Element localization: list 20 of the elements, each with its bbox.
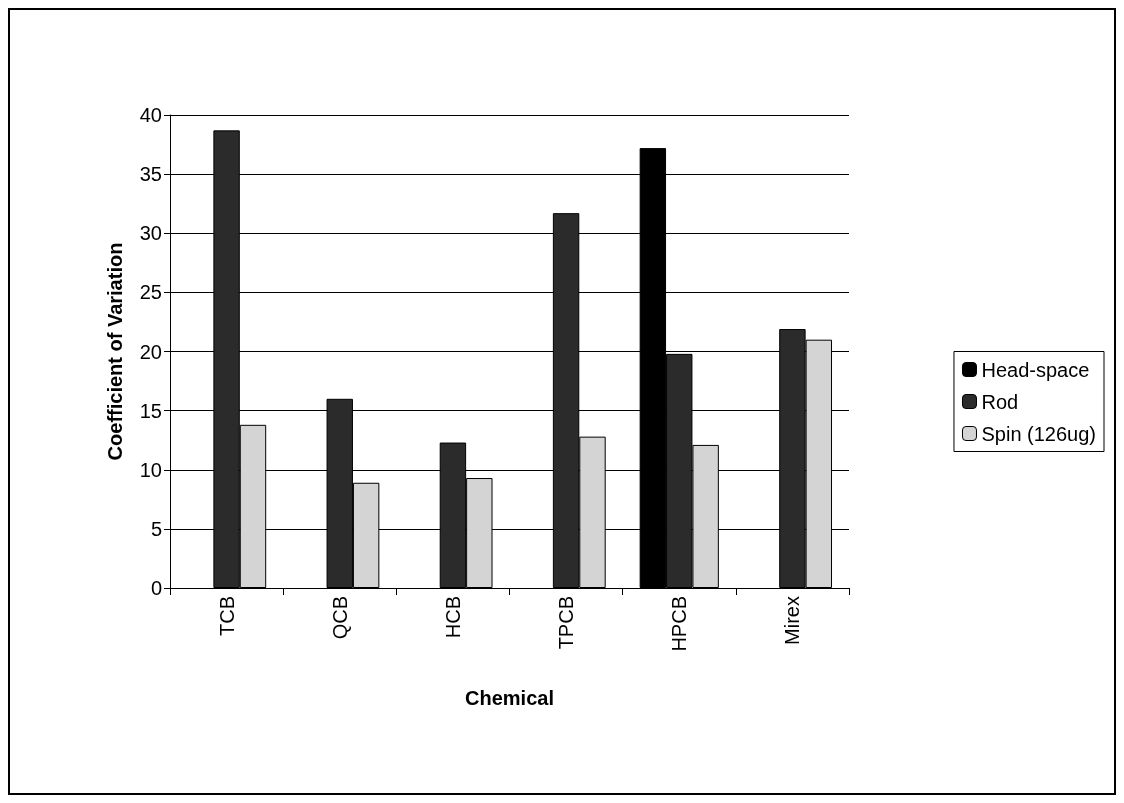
y-tick-label: 5	[150, 517, 162, 540]
legend-label: Spin (126ug)	[981, 422, 1097, 445]
y-axis-title: Coefficient of Variation	[104, 242, 126, 461]
y-tick-label: 40	[139, 104, 162, 126]
x-tick-label: QCB	[328, 596, 351, 640]
x-tick-label: Mirex	[781, 596, 804, 645]
y-tick-label: 15	[139, 399, 162, 422]
legend-label: Rod	[981, 390, 1019, 413]
y-tick-label: 0	[150, 577, 162, 599]
x-tick-label: TPCB	[555, 596, 578, 650]
x-axis-title: Chemical	[465, 687, 554, 709]
y-tick-label: 20	[139, 340, 162, 363]
x-tick-label: HCB	[441, 596, 464, 639]
x-tick-label: TCB	[215, 596, 238, 636]
y-tick-label: 10	[139, 458, 162, 481]
legend-label: Head-space	[981, 358, 1090, 381]
y-tick-label: 25	[139, 281, 162, 304]
x-tick-label: HPCB	[668, 596, 691, 652]
y-tick-label: 30	[139, 222, 162, 245]
y-tick-label: 35	[139, 163, 162, 186]
